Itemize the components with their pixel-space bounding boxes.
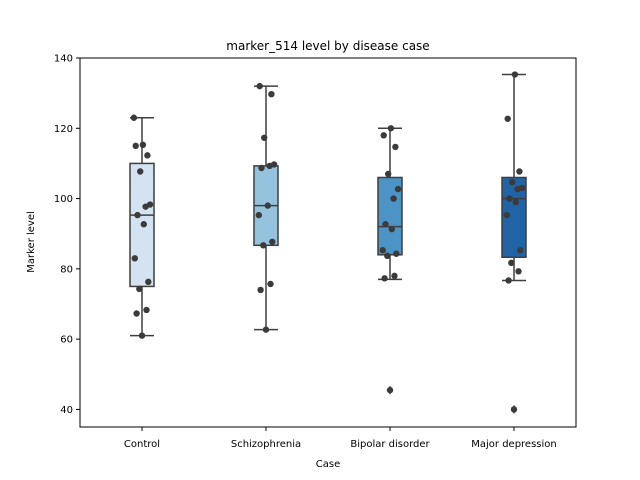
data-point [138,332,146,339]
plot-area [129,71,527,414]
data-point [144,152,151,159]
data-point [393,250,400,257]
data-point [390,195,397,202]
y-tick-label: 40 [60,405,73,416]
plot-frame [79,57,577,428]
data-point [511,71,519,78]
data-point [387,125,395,132]
data-point [260,242,267,249]
data-point [137,168,144,175]
data-point [258,164,265,172]
data-point [262,326,270,333]
data-point [130,114,138,121]
data-point [392,143,399,151]
axes: Control Schizophrenia Bipolar disorder Majo… [54,54,577,450]
x-tick-label: Schizophrenia [231,439,301,450]
x-axis-title: Case [316,459,340,470]
box-group-bipolar-disorder [377,125,403,395]
y-tick-label: 60 [60,335,73,346]
data-point [256,82,263,90]
data-point [134,211,141,219]
data-point [394,185,402,193]
data-point [270,161,278,168]
data-point [384,252,391,260]
data-point [391,272,398,280]
data-point [131,255,138,262]
y-tick-label: 140 [54,54,73,65]
data-point [516,168,523,175]
data-point [382,221,389,228]
data-point [255,211,262,219]
data-point [506,195,513,202]
data-point [143,306,150,314]
data-point [133,310,140,317]
y-tick-label: 80 [60,264,73,275]
data-point [385,170,392,178]
data-point [381,275,388,282]
data-point [257,286,264,294]
data-point [504,115,511,122]
data-point [132,142,139,150]
data-point [508,259,515,267]
data-point [145,278,152,286]
data-point [510,406,518,413]
data-point [517,247,524,254]
data-point [505,277,512,284]
data-point [380,132,387,139]
box-group-control [129,114,155,339]
data-point [379,247,386,254]
data-point [140,221,147,228]
chart-title: marker_514 level by disease case [226,39,429,53]
data-point [269,238,276,245]
data-point [146,201,154,208]
x-tick-label: Bipolar disorder [350,439,430,450]
data-point [388,225,395,233]
y-axis-title: Marker level [26,211,37,273]
data-point [268,90,275,98]
x-tick-label: Control [124,439,160,450]
data-point [136,285,143,293]
y-tick-label: 120 [54,124,73,135]
data-point [515,268,522,275]
y-tick-label: 100 [54,194,73,205]
data-point [518,184,526,192]
data-point [261,134,268,141]
box-group-schizophrenia [253,82,279,333]
data-point [509,178,516,186]
data-point [139,141,147,149]
x-tick-label: Major depression [471,439,557,450]
box-group-major-depression [501,71,527,414]
data-point [512,198,519,206]
data-point [264,202,271,209]
data-point [503,211,510,219]
data-point [386,386,394,394]
data-point [267,280,274,288]
